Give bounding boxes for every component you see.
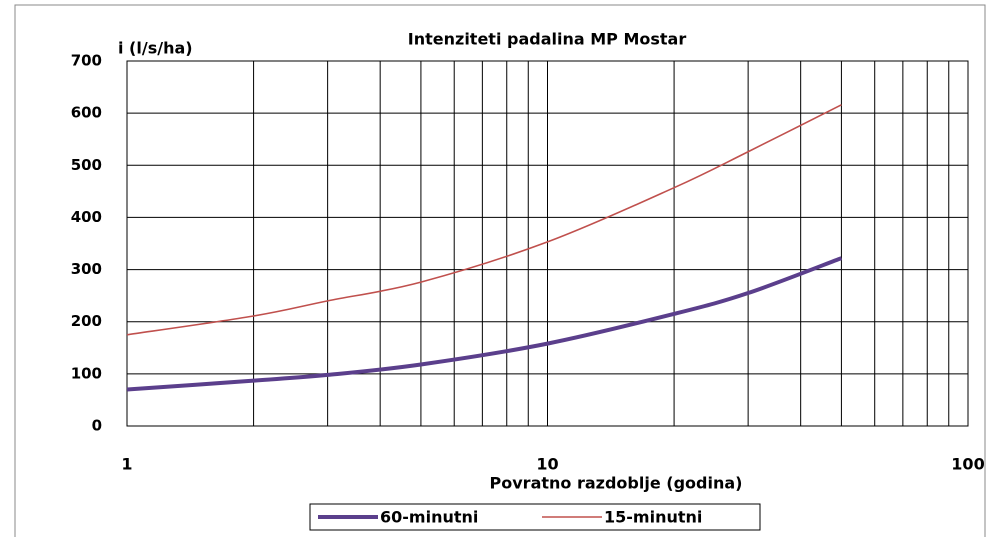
- x-tick-label: 100: [951, 455, 984, 474]
- y-tick-label: 600: [71, 104, 102, 122]
- y-tick-label: 300: [71, 260, 102, 278]
- series-line: [126, 256, 843, 392]
- y-tick-label: 0: [92, 417, 102, 435]
- series-line: [126, 104, 842, 336]
- y-tick-label: 700: [71, 52, 102, 70]
- y-axis-label: i (l/s/ha): [118, 39, 193, 58]
- legend: [309, 503, 761, 531]
- chart-frame: [14, 4, 986, 537]
- legend-label: 15-minutni: [604, 508, 702, 527]
- legend-label: 60-minutni: [380, 508, 478, 527]
- y-tick-label: 400: [71, 208, 102, 226]
- x-tick-label: 10: [536, 455, 558, 474]
- y-tick-label: 100: [71, 364, 102, 382]
- y-tick-label: 500: [71, 156, 102, 174]
- x-axis-label: Povratno razdoblje (godina): [490, 474, 743, 493]
- y-tick-label: 200: [71, 312, 102, 330]
- x-tick-label: 1: [121, 455, 132, 474]
- chart-title: Intenziteti padalina MP Mostar: [408, 30, 687, 49]
